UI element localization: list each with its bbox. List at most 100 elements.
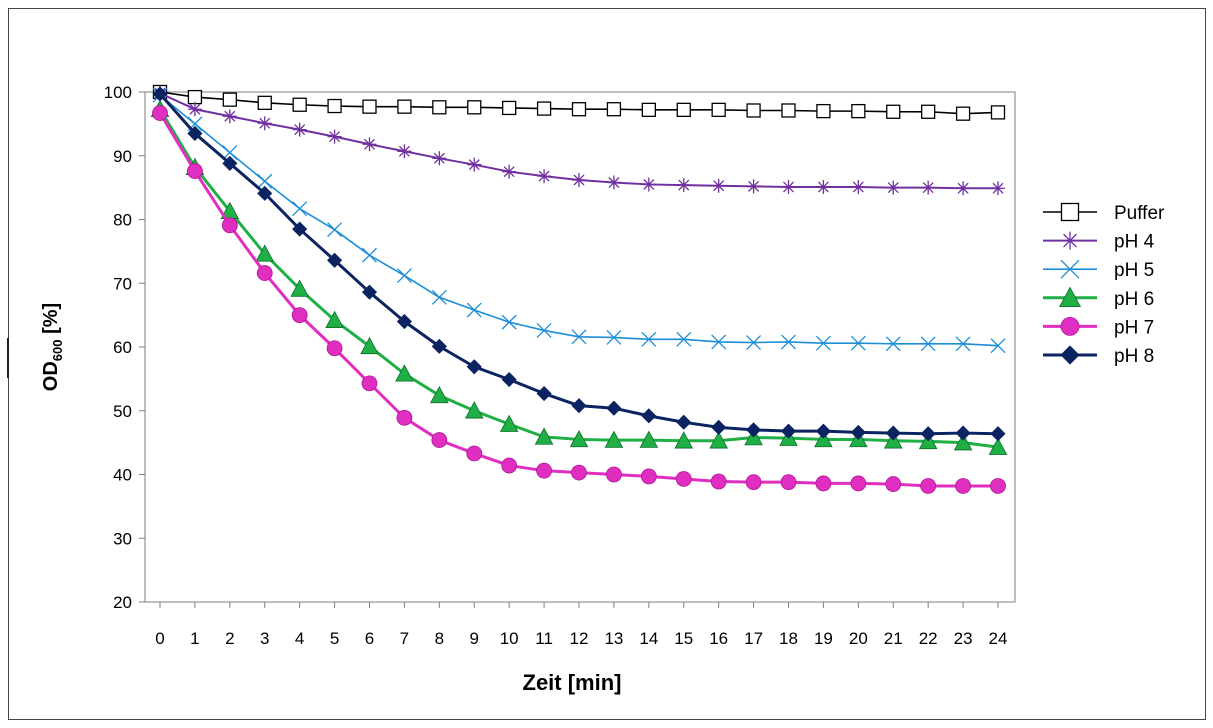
x-tick-label: 1	[190, 629, 199, 648]
data-point	[780, 474, 797, 491]
data-point	[571, 102, 587, 117]
data-point	[885, 425, 901, 441]
legend-item: pH 7	[1043, 316, 1154, 338]
data-point	[885, 336, 901, 352]
legend-item: Puffer	[1043, 202, 1165, 224]
plot-border	[144, 91, 1016, 603]
data-point	[953, 433, 973, 451]
y-tick-label: 100	[104, 83, 132, 102]
x-tick-label: 4	[295, 629, 304, 648]
data-point	[816, 103, 831, 119]
data-point	[606, 329, 622, 345]
data-point	[502, 100, 517, 116]
data-point	[361, 375, 378, 392]
data-point	[676, 414, 692, 430]
y-axis: 20 30 40 50 60 70 80 90 100	[104, 83, 145, 612]
data-point	[921, 180, 936, 195]
legend: Puffer pH 4 pH 5 pH 6 pH 7 pH 8	[1043, 202, 1165, 367]
x-tick-label: 21	[884, 629, 903, 648]
data-point	[431, 338, 447, 354]
data-point	[920, 426, 936, 442]
y-tick-label: 20	[113, 593, 132, 612]
series-ph-7	[152, 105, 1006, 494]
x-tick-label: 0	[155, 629, 164, 648]
x-tick-label: 13	[604, 629, 623, 648]
data-point	[955, 425, 971, 441]
data-point	[431, 432, 448, 448]
y-tick-label: 80	[113, 211, 132, 230]
data-point	[290, 279, 309, 297]
data-point	[327, 129, 342, 144]
series-ph-5	[152, 87, 1006, 354]
data-point	[746, 422, 762, 438]
data-point	[886, 180, 901, 195]
plot-area	[144, 91, 1016, 603]
data-point	[711, 102, 726, 117]
data-point	[710, 473, 727, 490]
x-tick-label: 23	[954, 629, 973, 648]
data-point	[675, 471, 692, 487]
data-point	[990, 105, 1006, 120]
data-point	[534, 427, 554, 445]
data-point	[606, 102, 622, 117]
data-point	[921, 104, 936, 119]
x-tick-label: 9	[470, 629, 479, 648]
data-point	[569, 429, 589, 448]
data-point	[537, 169, 552, 184]
x-tick-label: 22	[919, 629, 938, 648]
legend-marker	[1058, 286, 1082, 307]
y-tick-label: 40	[113, 466, 132, 485]
y-axis-label-subscript: 600	[50, 339, 65, 361]
data-point	[432, 151, 447, 166]
series-puffer	[152, 84, 1006, 121]
legend-item: pH 6	[1043, 286, 1154, 310]
data-point	[432, 100, 447, 115]
legend-label: Puffer	[1114, 203, 1165, 224]
data-point	[257, 116, 272, 131]
data-point	[674, 431, 694, 449]
legend-item: pH 5	[1043, 259, 1154, 281]
data-point	[502, 164, 517, 179]
data-point	[360, 336, 379, 355]
data-point	[991, 181, 1005, 196]
data-point	[746, 335, 762, 350]
data-point	[257, 173, 273, 189]
data-point	[499, 414, 519, 432]
data-point	[397, 144, 412, 159]
y-tick-label: 50	[113, 402, 132, 421]
legend-label: pH 6	[1114, 289, 1154, 310]
data-point	[955, 106, 971, 121]
data-point	[571, 398, 587, 414]
data-point	[396, 313, 412, 330]
data-point	[920, 336, 936, 352]
data-point	[745, 474, 762, 491]
data-point	[781, 103, 796, 118]
legend-label: pH 5	[1114, 260, 1154, 281]
data-point	[676, 178, 691, 193]
data-point	[467, 157, 482, 172]
x-tick-label: 14	[639, 629, 658, 648]
data-point	[221, 217, 238, 234]
data-point	[606, 175, 621, 190]
data-point	[815, 423, 831, 439]
y-axis-label-unit: [%]	[40, 303, 62, 340]
data-point	[955, 336, 971, 352]
data-point	[604, 430, 624, 448]
data-point	[746, 103, 761, 118]
data-point	[885, 476, 902, 492]
data-point	[956, 181, 971, 196]
data-point	[851, 103, 866, 119]
data-point	[572, 172, 586, 187]
data-point	[292, 221, 308, 237]
data-point	[641, 331, 657, 347]
data-point	[640, 468, 657, 485]
legend-label: pH 8	[1114, 346, 1154, 367]
data-point	[536, 385, 552, 402]
data-point	[920, 478, 937, 494]
x-tick-label: 24	[989, 629, 1008, 648]
data-point	[257, 95, 272, 110]
data-point	[501, 371, 517, 388]
data-point	[781, 179, 796, 194]
data-point	[397, 99, 412, 114]
data-point	[571, 464, 587, 481]
